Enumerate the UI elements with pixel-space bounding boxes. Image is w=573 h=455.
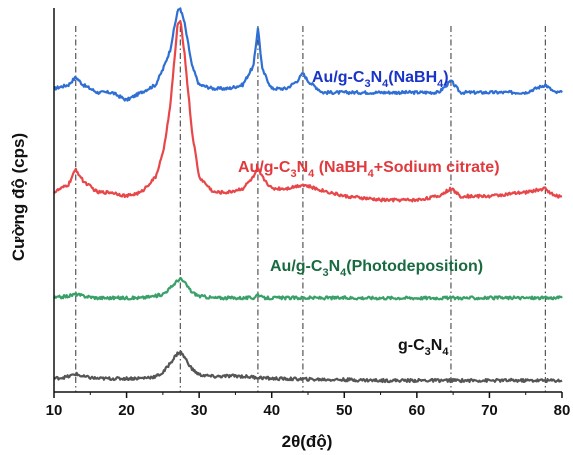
x-tick-label-4: 50 bbox=[336, 402, 353, 419]
series-labels: Au/g-C3N4(NaBH4) Au/g-C3N4 (NaBH4+Sodium … bbox=[238, 69, 500, 358]
x-tick-label-0: 10 bbox=[46, 402, 63, 419]
x-tick-label-6: 70 bbox=[481, 402, 498, 419]
x-tick-label-5: 60 bbox=[409, 402, 426, 419]
series-label-1: Au/g-C3N4 (NaBH4+Sodium citrate) bbox=[238, 159, 500, 180]
plot-frame bbox=[53, 8, 562, 393]
series-lines bbox=[53, 7, 563, 384]
x-axis-label: 2θ(độ) bbox=[282, 432, 333, 451]
x-tick-label-2: 30 bbox=[191, 402, 208, 419]
series-line-2 bbox=[53, 277, 563, 301]
series-label-3: g-C3N4 bbox=[398, 337, 449, 358]
reference-lines bbox=[75, 26, 546, 392]
series-label-2: Au/g-C3N4(Photodeposition) bbox=[270, 258, 483, 279]
x-tick-label-7: 80 bbox=[554, 402, 571, 419]
x-axis-ticks: 10 20 30 40 50 60 70 80 bbox=[46, 392, 571, 419]
y-axis-label: Cường độ (cps) bbox=[9, 133, 28, 261]
series-line-3 bbox=[53, 350, 563, 384]
series-label-0: Au/g-C3N4(NaBH4) bbox=[312, 69, 449, 90]
x-tick-label-1: 20 bbox=[118, 402, 135, 419]
series-line-1 bbox=[53, 19, 563, 203]
x-tick-label-3: 40 bbox=[263, 402, 280, 419]
series-line-0 bbox=[53, 7, 563, 102]
